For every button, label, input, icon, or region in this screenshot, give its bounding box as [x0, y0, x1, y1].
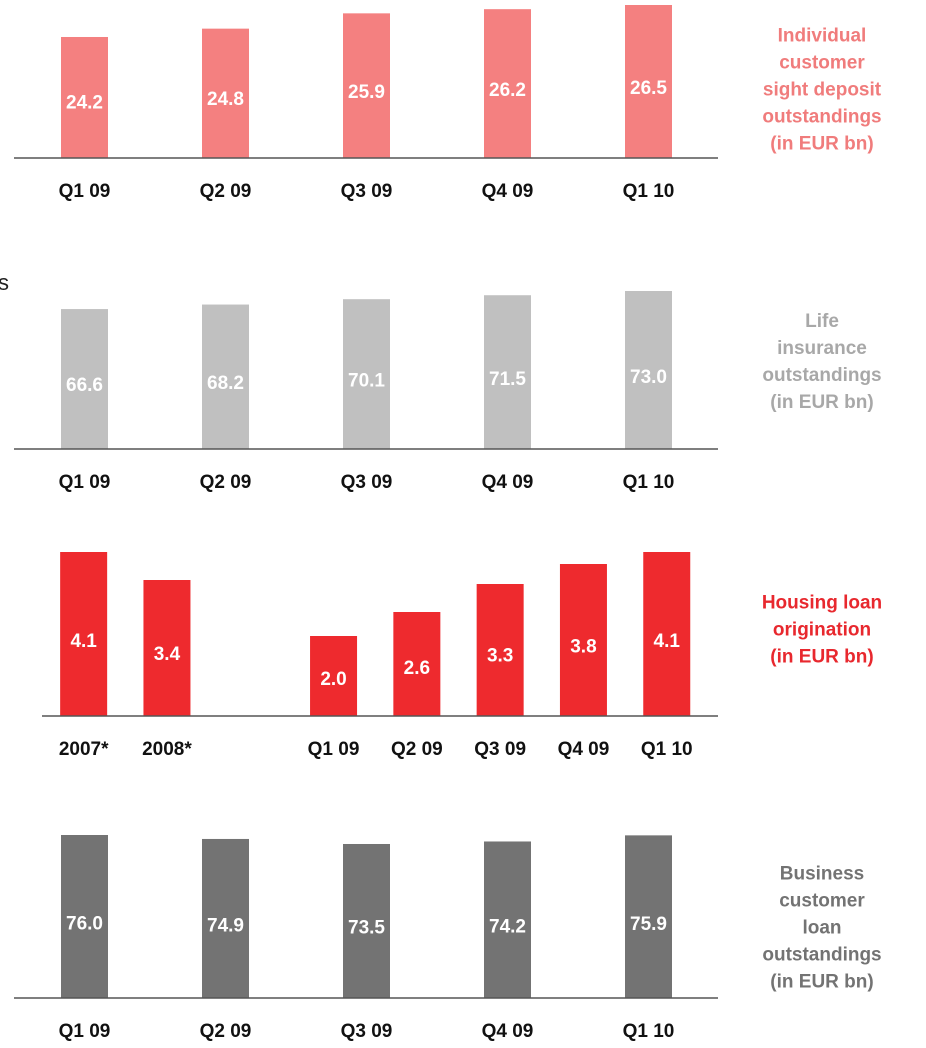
- value-label: 3.4: [154, 644, 181, 665]
- x-tick-label: Q4 09: [482, 181, 534, 202]
- x-tick-label: Q1 09: [308, 739, 360, 760]
- value-label: 74.9: [207, 915, 244, 936]
- value-label: 70.1: [348, 371, 385, 392]
- x-tick-label: Q4 09: [558, 739, 610, 760]
- x-tick-label: Q4 09: [482, 1021, 534, 1042]
- bar: [625, 5, 672, 158]
- value-label: 25.9: [348, 82, 385, 103]
- bar: [61, 36, 108, 159]
- value-label: 24.8: [207, 89, 244, 110]
- bar: [310, 636, 358, 716]
- x-tick-label: Q2 09: [391, 739, 443, 760]
- value-label: 4.1: [70, 631, 97, 652]
- x-tick-label: Q1 09: [59, 1021, 111, 1042]
- bar: [61, 835, 108, 998]
- value-label: 24.2: [66, 93, 103, 114]
- bar: [202, 304, 249, 449]
- bar: [61, 309, 108, 449]
- bar: [343, 13, 390, 158]
- value-label: 2.6: [404, 658, 430, 679]
- chart-title: Life insurance outstandings (in EUR bn): [762, 311, 882, 413]
- chart-title: Individual customer sight deposit outsta…: [762, 25, 882, 155]
- bar: [484, 295, 531, 449]
- x-tick-label: Q3 09: [341, 181, 393, 202]
- x-tick-label: 2007*: [59, 739, 109, 760]
- value-label: 73.5: [348, 918, 385, 939]
- x-tick-label: Q1 09: [59, 181, 111, 202]
- bar: [393, 612, 441, 716]
- bar: [343, 299, 390, 449]
- bar: [476, 584, 524, 716]
- x-tick-label: Q3 09: [341, 472, 393, 493]
- value-label: 3.8: [570, 637, 596, 658]
- value-label: 68.2: [207, 373, 244, 394]
- value-label: 2.0: [320, 669, 346, 690]
- value-label: 4.1: [654, 631, 681, 652]
- value-label: 26.2: [489, 80, 526, 101]
- x-tick-label: Q1 10: [623, 1021, 675, 1042]
- bar: [484, 841, 531, 998]
- x-tick-label: Q1 10: [623, 181, 675, 202]
- value-label: 26.5: [630, 78, 667, 99]
- x-tick-label: Q3 09: [341, 1021, 393, 1042]
- x-tick-label: Q1 10: [641, 739, 693, 760]
- x-tick-label: Q1 09: [59, 472, 111, 493]
- x-tick-label: Q4 09: [482, 472, 534, 493]
- bar: [143, 580, 191, 716]
- value-label: 75.9: [630, 914, 667, 935]
- bar: [343, 843, 390, 998]
- bar: [559, 564, 607, 716]
- x-tick-label: Q1 10: [623, 472, 675, 493]
- chart-title: Housing loan origination (in EUR bn): [761, 592, 883, 668]
- x-tick-label: Q2 09: [200, 472, 252, 493]
- bar: [643, 552, 691, 716]
- bar: [202, 28, 249, 159]
- chart-title: Business customer loan outstandings (in …: [762, 863, 882, 993]
- x-tick-label: Q2 09: [200, 1021, 252, 1042]
- value-label: 66.6: [66, 375, 103, 396]
- value-label: 73.0: [630, 367, 667, 388]
- bar: [60, 552, 108, 716]
- x-tick-label: 2008*: [142, 739, 192, 760]
- value-label: 74.2: [489, 917, 526, 938]
- bar: [202, 838, 249, 998]
- bar: [484, 9, 531, 158]
- x-tick-label: Q3 09: [474, 739, 526, 760]
- bar: [625, 835, 672, 998]
- value-label: 76.0: [66, 914, 103, 935]
- cropped-text: s: [0, 270, 9, 295]
- bar: [625, 291, 672, 449]
- value-label: 3.3: [487, 646, 513, 667]
- x-tick-label: Q2 09: [200, 181, 252, 202]
- value-label: 71.5: [489, 369, 526, 390]
